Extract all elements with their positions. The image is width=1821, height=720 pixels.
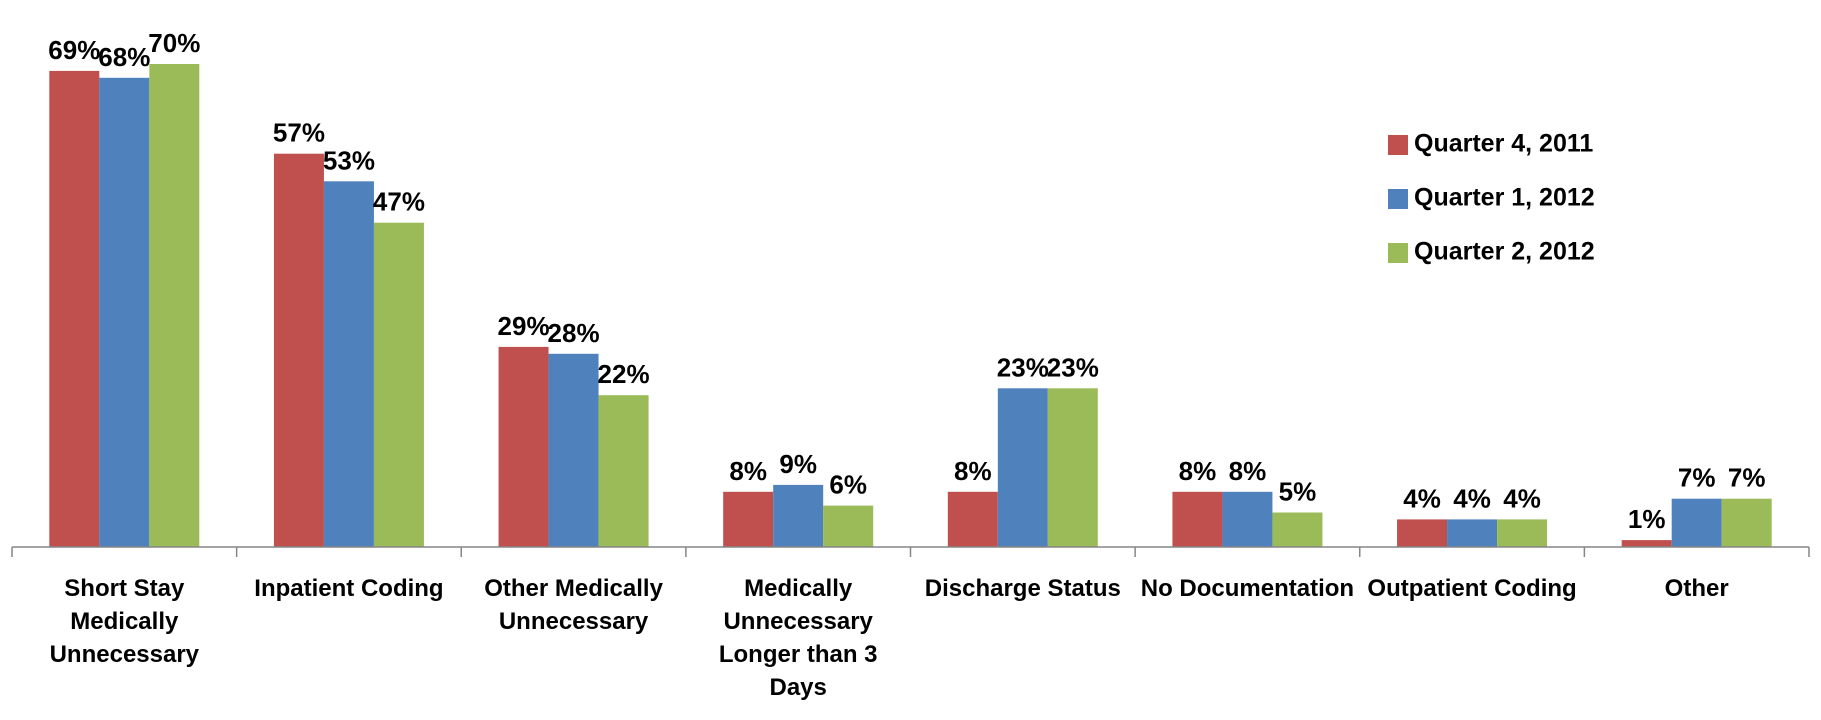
bar	[1172, 491, 1223, 547]
value-label: 28%	[548, 318, 600, 348]
bar	[1222, 491, 1273, 547]
bar	[1447, 519, 1498, 547]
bar	[1621, 540, 1672, 547]
bar	[273, 153, 324, 547]
value-label: 1%	[1628, 504, 1666, 534]
value-label: 23%	[997, 352, 1049, 382]
value-label: 8%	[1229, 456, 1267, 486]
bar	[548, 353, 599, 547]
x-tick-label: Inpatient Coding	[254, 575, 444, 602]
value-label: 53%	[323, 145, 375, 175]
bar	[723, 491, 774, 547]
value-label: 70%	[148, 28, 200, 58]
value-label: 47%	[373, 187, 425, 217]
value-label: 68%	[98, 42, 150, 72]
value-label: 7%	[1728, 463, 1766, 493]
bar	[823, 505, 874, 547]
legend-swatch	[1388, 243, 1408, 263]
bar	[1047, 388, 1098, 547]
value-label: 8%	[954, 456, 992, 486]
legend-label: Quarter 4, 2011	[1414, 130, 1593, 158]
value-label: 8%	[1179, 456, 1217, 486]
value-label: 22%	[598, 359, 650, 389]
value-label: 4%	[1453, 483, 1491, 513]
bar	[598, 395, 649, 547]
bar	[997, 388, 1048, 547]
x-tick-label: Discharge Status	[924, 575, 1121, 602]
x-tick-label: No Documentation	[1140, 575, 1355, 602]
bar	[1397, 519, 1448, 547]
bar	[49, 70, 100, 548]
value-label: 4%	[1403, 483, 1441, 513]
x-tick-label: Medically Unnecessary Longer than 3 Days	[718, 575, 878, 702]
value-label: 57%	[273, 118, 325, 148]
value-label: 7%	[1678, 463, 1716, 493]
legend-label: Quarter 2, 2012	[1414, 238, 1595, 266]
bar	[99, 77, 150, 548]
value-label: 6%	[829, 470, 867, 500]
bar	[1671, 498, 1722, 547]
bar	[947, 491, 998, 547]
value-label: 8%	[729, 456, 767, 486]
value-label: 69%	[48, 35, 100, 65]
legend-swatch	[1388, 189, 1408, 209]
bar	[1721, 498, 1772, 547]
value-label: 29%	[498, 311, 550, 341]
legend-swatch	[1388, 135, 1408, 155]
bar	[149, 64, 200, 547]
bar	[1272, 512, 1323, 547]
value-label: 9%	[779, 449, 817, 479]
x-tick-label: Short Stay Medically Unnecessary	[49, 575, 200, 669]
bar	[1497, 519, 1548, 547]
value-label: 4%	[1503, 483, 1541, 513]
bar	[773, 484, 824, 547]
legend-label: Quarter 1, 2012	[1414, 184, 1595, 212]
bar	[323, 181, 374, 548]
value-label: 23%	[1047, 352, 1099, 382]
bar	[373, 222, 424, 547]
x-tick-label: Other Medically Unnecessary	[484, 575, 663, 636]
x-tick-label: Outpatient Coding	[1367, 575, 1577, 602]
value-label: 5%	[1279, 477, 1317, 507]
x-tick-label: Other	[1664, 575, 1729, 602]
bar	[498, 346, 549, 547]
